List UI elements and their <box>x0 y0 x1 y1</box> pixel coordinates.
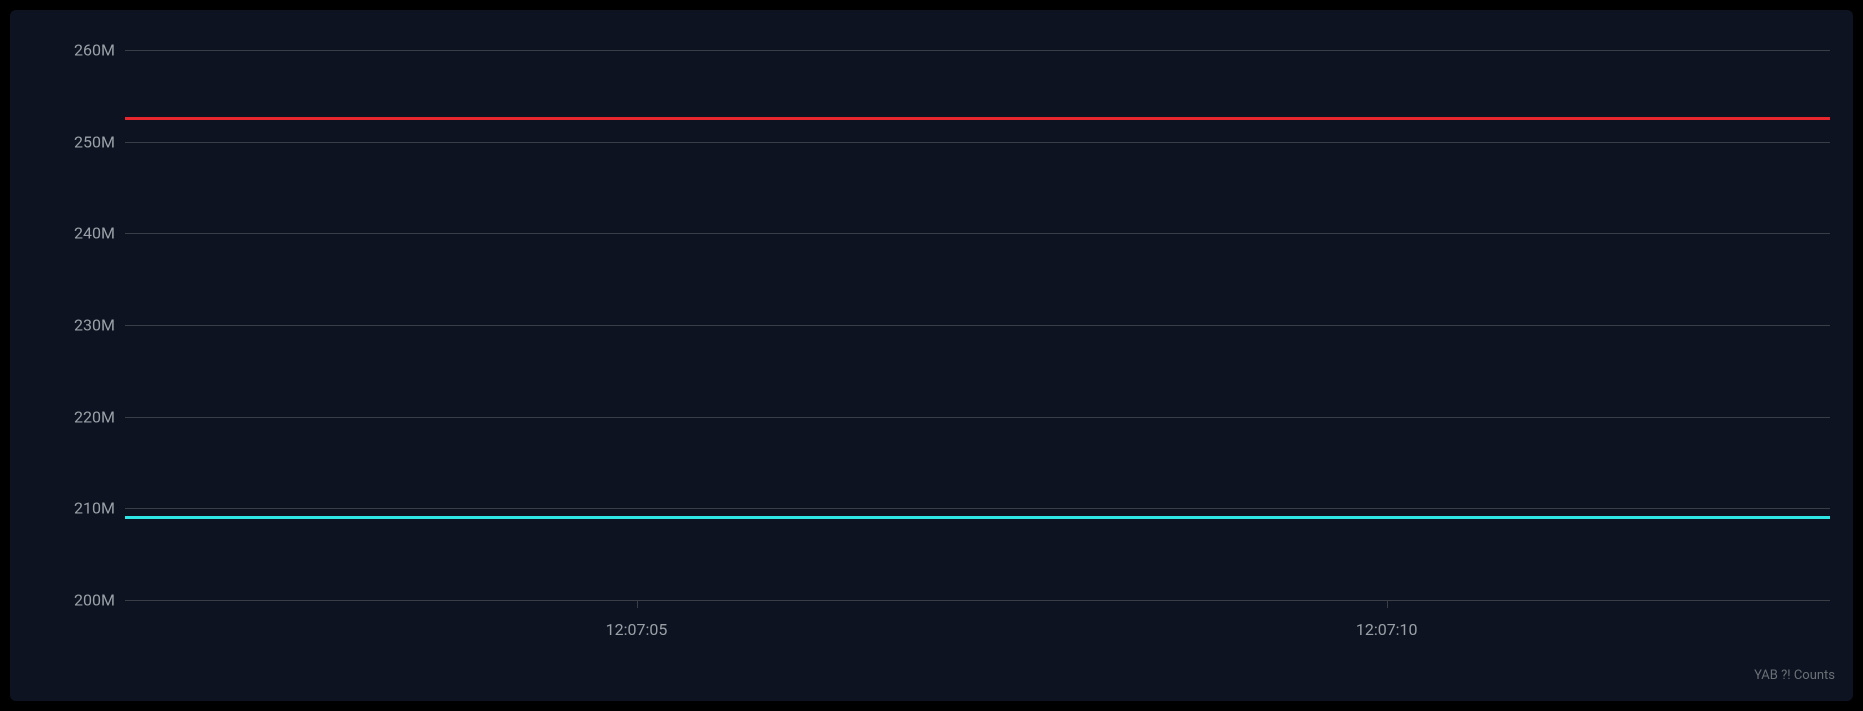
y-gridline <box>125 417 1830 418</box>
chart-panel: 200M 210M 220M 230M 240M 250M 260M 12:07:05 12:0… <box>10 10 1853 701</box>
chart-plot-area[interactable]: 200M 210M 220M 230M 240M 250M 260M 12:07:05 12:0… <box>10 10 1853 701</box>
series-cyan <box>125 516 1830 519</box>
y-gridline <box>125 600 1830 601</box>
y-gridline <box>125 233 1830 234</box>
y-axis-tick-label: 250M <box>74 132 115 151</box>
y-axis-tick-label: 240M <box>74 224 115 243</box>
y-gridline <box>125 50 1830 51</box>
x-axis-tick-mark <box>637 600 638 608</box>
y-gridline <box>125 142 1830 143</box>
y-axis-tick-label: 220M <box>74 407 115 426</box>
y-gridline <box>125 325 1830 326</box>
x-axis-tick-label: 12:07:05 <box>606 620 668 639</box>
chart-attribution: YAB ?! Counts <box>1754 668 1835 683</box>
y-axis-tick-label: 260M <box>74 41 115 60</box>
x-axis-tick-label: 12:07:10 <box>1356 620 1418 639</box>
y-gridline <box>125 508 1830 509</box>
series-red <box>125 117 1830 120</box>
y-axis-tick-label: 230M <box>74 316 115 335</box>
y-axis-tick-label: 200M <box>74 591 115 610</box>
x-axis-tick-mark <box>1387 600 1388 608</box>
y-axis-tick-label: 210M <box>74 499 115 518</box>
